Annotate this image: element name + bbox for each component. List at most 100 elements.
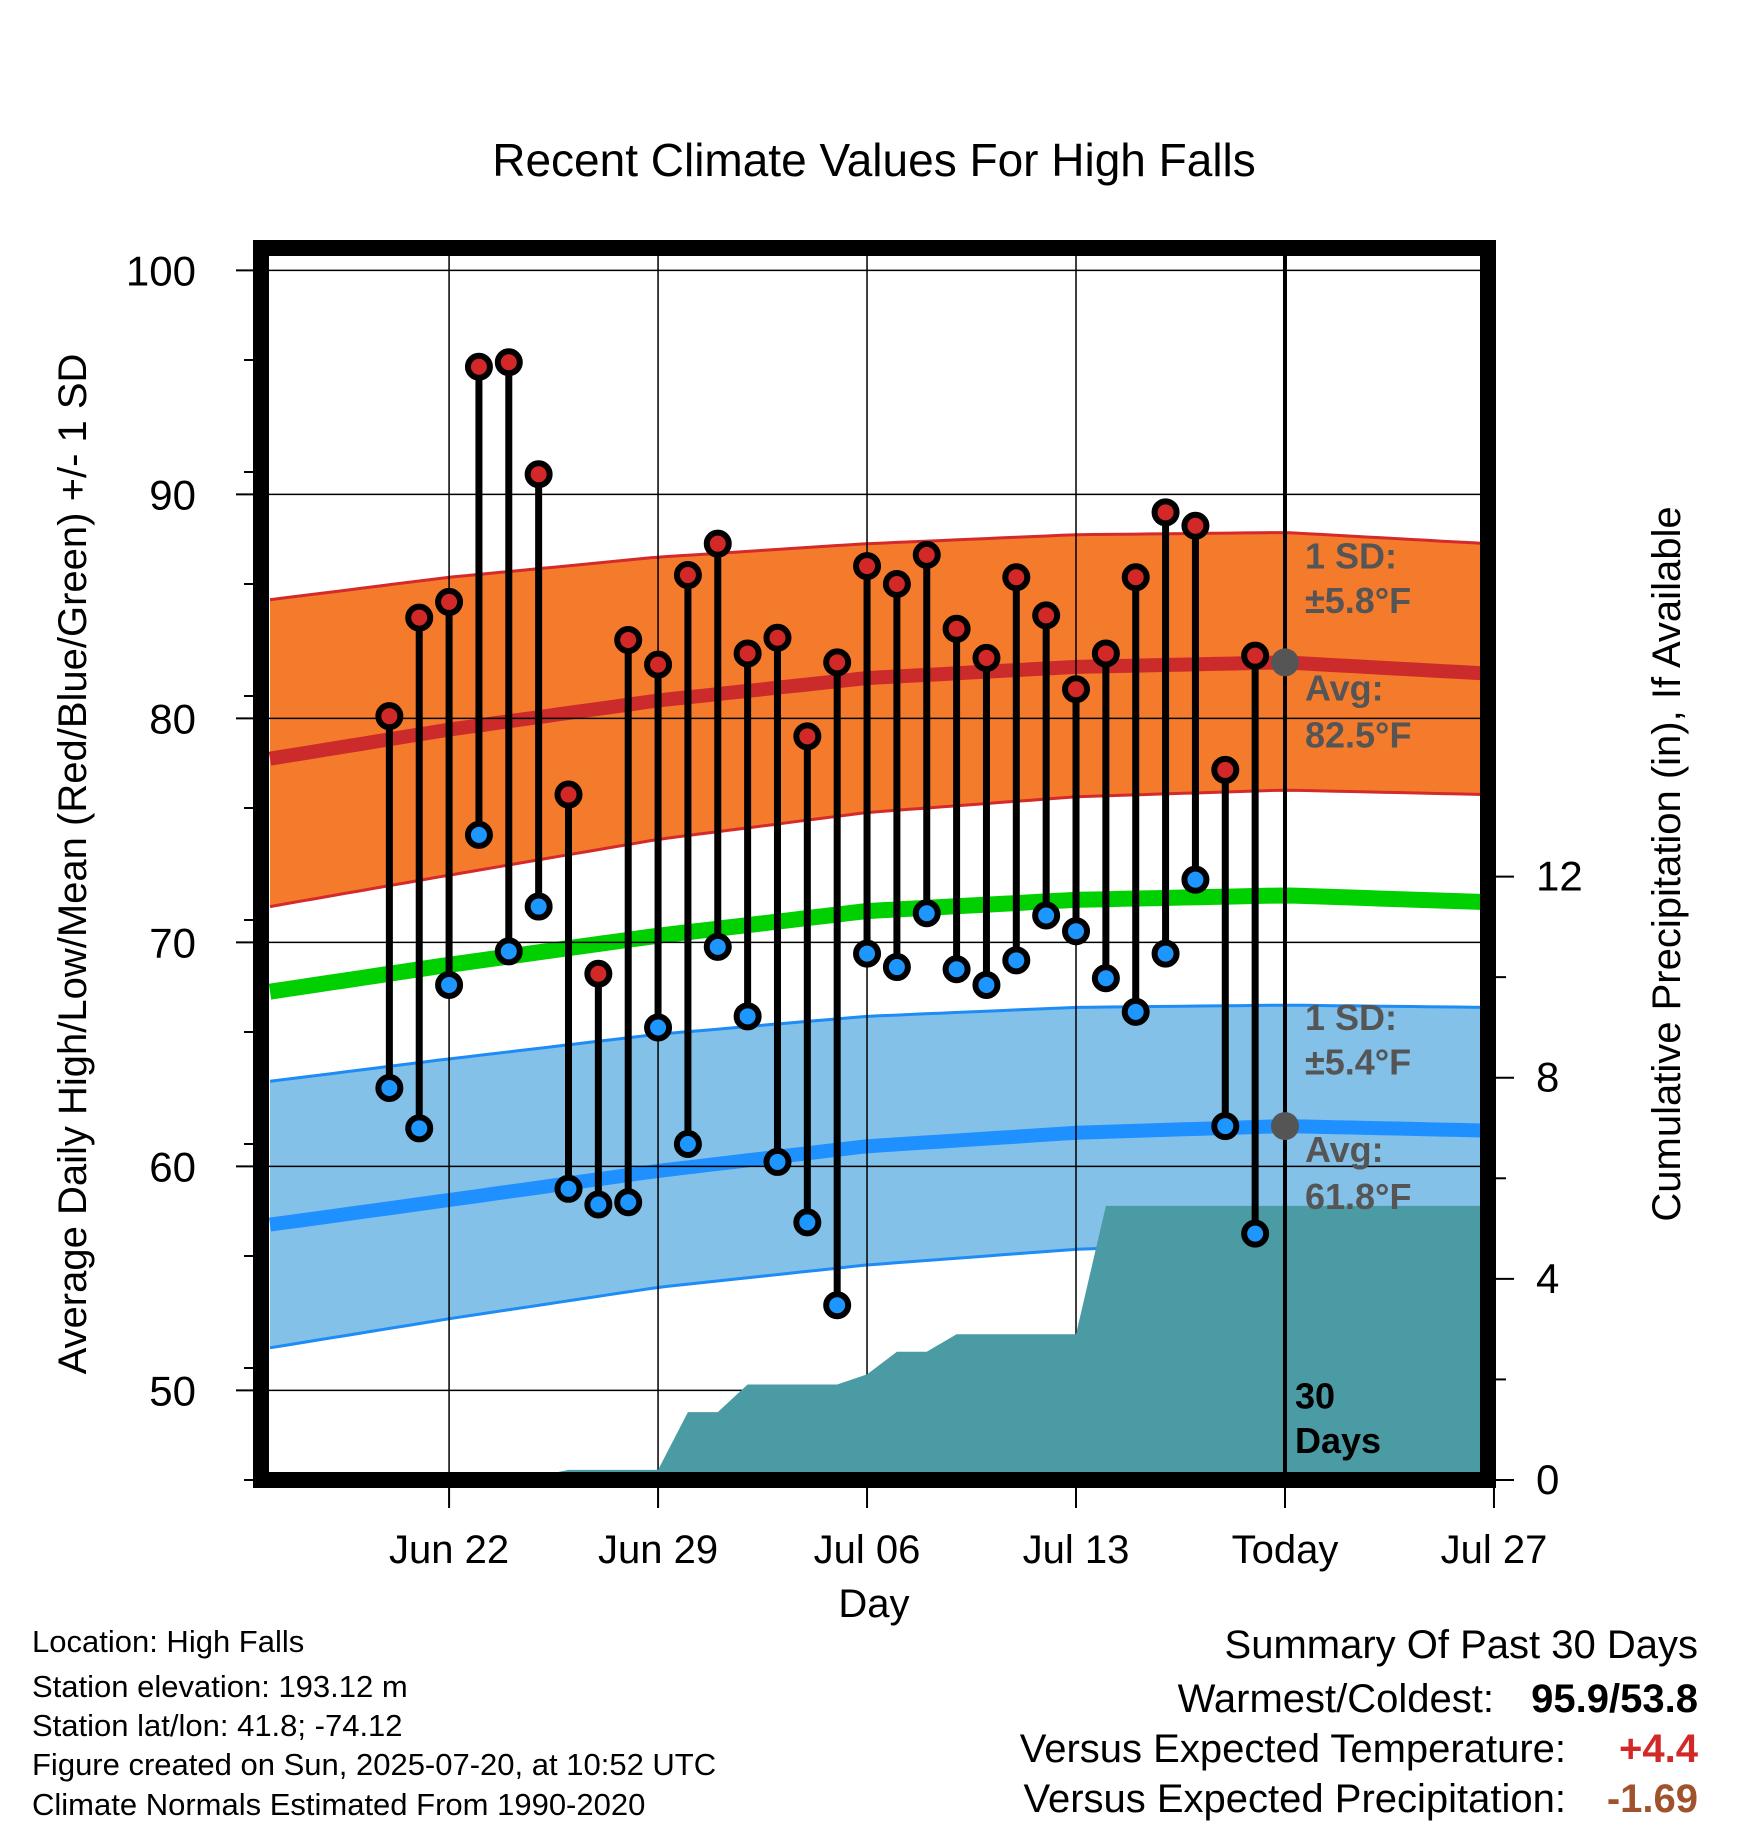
footer-elevation: Station elevation: 193.12 m	[32, 1669, 408, 1704]
today-low-avg-marker	[1270, 1112, 1299, 1141]
daily-high-dot	[823, 648, 852, 677]
footer-created: Figure created on Sun, 2025-07-20, at 10…	[32, 1747, 716, 1782]
daily-low-dot	[1002, 946, 1031, 975]
y-tick-label: 80	[149, 695, 196, 742]
y2-tick-label: 0	[1536, 1456, 1559, 1503]
high-avg-label-line1: Avg:	[1305, 667, 1384, 708]
summary-precip-label: Versus Expected Precipitation:	[1023, 1777, 1566, 1821]
low-avg-label-line1: Avg:	[1305, 1129, 1384, 1170]
y2-tick-label: 8	[1536, 1054, 1559, 1101]
y-tick-label: 60	[149, 1143, 196, 1190]
daily-high-dot	[853, 552, 882, 581]
daily-low-dot	[614, 1188, 643, 1217]
summary-warm-cold-label: Warmest/Coldest:	[1178, 1677, 1494, 1721]
daily-high-dot	[1062, 675, 1091, 704]
precip-days-label-line1: 30	[1295, 1375, 1335, 1416]
x-tick-label: Jun 22	[389, 1528, 509, 1572]
daily-high-dot	[942, 614, 971, 643]
x-axis-label: Day	[838, 1582, 909, 1626]
y-tick-label: 70	[149, 919, 196, 966]
daily-high-dot	[554, 780, 583, 809]
y2-tick-label: 4	[1536, 1255, 1559, 1302]
summary-precip-value: -1.69	[1607, 1777, 1698, 1821]
summary-temp-label: Versus Expected Temperature:	[1020, 1727, 1566, 1771]
daily-low-dot	[1062, 917, 1091, 946]
daily-high-dot	[435, 587, 464, 616]
daily-low-dot	[375, 1074, 404, 1102]
daily-low-dot	[1211, 1112, 1240, 1141]
daily-low-dot	[644, 1013, 673, 1042]
daily-high-dot	[912, 540, 941, 569]
daily-low-dot	[554, 1174, 583, 1203]
daily-low-dot	[703, 932, 732, 961]
daily-high-dot	[1002, 563, 1031, 592]
low-sd-label-line2: ±5.4°F	[1305, 1042, 1411, 1083]
summary-box: Summary Of Past 30 Days Warmest/Coldest:…	[1020, 1623, 1699, 1821]
axes: 50 60 70 80 90 100 0 4 8 12 Jun 22 Jun 29 Jul 06 Jul …	[126, 247, 1583, 1572]
footer-normals: Climate Normals Estimated From 1990-2020	[32, 1787, 645, 1822]
daily-high-dot	[1091, 639, 1120, 668]
daily-low-dot	[1091, 964, 1120, 993]
daily-low-dot	[494, 937, 523, 966]
high-avg-label-line2: 82.5°F	[1305, 715, 1411, 756]
daily-low-dot	[972, 970, 1001, 999]
daily-high-dot	[882, 570, 911, 598]
daily-low-dot	[733, 1002, 762, 1031]
summary-temp-value: +4.4	[1619, 1727, 1699, 1771]
daily-low-dot	[793, 1208, 822, 1237]
daily-high-dot	[375, 702, 404, 731]
daily-high-dot	[524, 460, 553, 489]
daily-low-dot	[1241, 1219, 1270, 1248]
summary-title: Summary Of Past 30 Days	[1225, 1623, 1698, 1667]
daily-high-dot	[733, 639, 762, 668]
daily-low-dot	[673, 1130, 702, 1158]
summary-warm-cold-value: 95.9/53.8	[1531, 1677, 1698, 1721]
x-tick-label: Jun 29	[598, 1528, 718, 1572]
daily-high-dot	[1211, 755, 1240, 784]
daily-high-dot	[584, 959, 613, 988]
y2-axis-label: Cumulative Precipitation (in), If Availa…	[1645, 506, 1689, 1221]
daily-low-dot	[942, 955, 971, 984]
high-sd-label-line2: ±5.8°F	[1305, 580, 1411, 621]
daily-low-dot	[763, 1147, 792, 1176]
precip-days-label-line2: Days	[1295, 1420, 1381, 1461]
today-high-avg-marker	[1270, 648, 1299, 677]
daily-low-dot	[584, 1190, 613, 1219]
footer-location: Location: High Falls	[32, 1624, 304, 1659]
daily-high-dot	[644, 650, 673, 679]
high-sd-band	[270, 532, 1488, 907]
low-sd-band	[270, 1005, 1488, 1348]
daily-low-dot	[853, 939, 882, 968]
daily-high-dot	[972, 643, 1001, 672]
daily-range-lines	[385, 362, 1259, 1306]
x-tick-label: Jul 13	[1023, 1528, 1130, 1572]
x-tick-label: Jul 27	[1441, 1528, 1548, 1572]
daily-low-dot	[1032, 901, 1061, 930]
low-avg-label-line2: 61.8°F	[1305, 1176, 1411, 1217]
daily-high-dot	[793, 722, 822, 751]
daily-low-dot	[1151, 939, 1180, 968]
y-tick-label: 50	[149, 1367, 196, 1414]
y-axis-label: Average Daily High/Low/Mean (Red/Blue/Gr…	[51, 354, 95, 1375]
daily-low-dot	[823, 1291, 852, 1320]
daily-high-dot	[494, 348, 523, 377]
x-tick-label: Today	[1232, 1528, 1339, 1572]
daily-high-dot	[464, 352, 493, 381]
footer-latlon: Station lat/lon: 41.8; -74.12	[32, 1708, 403, 1743]
precipitation-area	[269, 1205, 1488, 1480]
y2-tick-label: 12	[1536, 853, 1583, 900]
daily-high-dot	[1181, 511, 1210, 540]
daily-dots	[375, 348, 1299, 1320]
daily-low-dot	[882, 953, 911, 982]
x-tick-label: Jul 06	[814, 1528, 921, 1572]
y-tick-label: 90	[149, 471, 196, 518]
daily-high-dot	[614, 626, 643, 654]
y-tick-label: 100	[126, 247, 196, 294]
daily-high-dot	[1151, 498, 1180, 527]
daily-low-dot	[1181, 865, 1210, 894]
daily-low-dot	[1121, 997, 1150, 1026]
daily-high-dot	[1121, 563, 1150, 592]
footer-info: Location: High Falls Station elevation: …	[32, 1624, 716, 1822]
